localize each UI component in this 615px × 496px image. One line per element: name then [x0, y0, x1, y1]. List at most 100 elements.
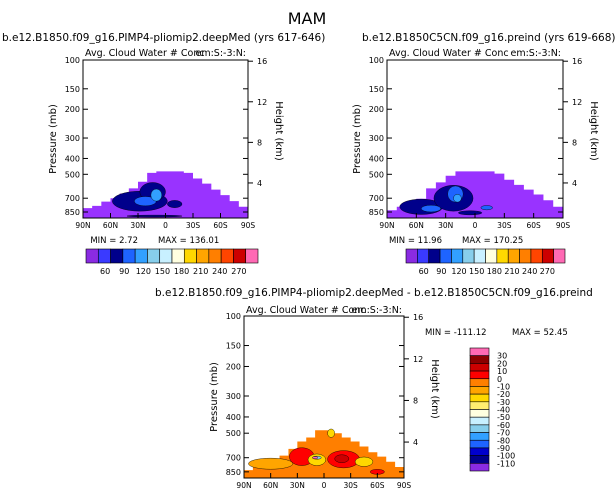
- colorbar-label: 270: [540, 267, 555, 276]
- field-contour-10: [327, 428, 335, 438]
- plot-area: [387, 171, 563, 218]
- colorbar: 60 90 120 150 180 210 240 270: [85, 248, 259, 276]
- colorbar-swatch: [183, 248, 197, 264]
- y-tick-label: 700: [226, 454, 241, 463]
- colorbar-label: -50: [497, 413, 510, 422]
- colorbar-swatch: [245, 248, 259, 264]
- colorbar-label: 90: [436, 267, 446, 276]
- colorbar: 60 90 120 150 180 210 240 270: [405, 248, 566, 276]
- y-tick-label: 150: [369, 85, 384, 94]
- colorbar-label: 240: [522, 267, 537, 276]
- colorbar-swatch: [428, 248, 441, 264]
- chart-subtitle-left: Avg. Cloud Water # Conc: [246, 305, 366, 316]
- chart-title: b.e12.B1850.f09_g16.PIMP4-pliomip2.deepM…: [155, 287, 593, 299]
- colorbar-swatch: [451, 248, 464, 264]
- plot-area: [244, 428, 404, 478]
- colorbar-label: 240: [212, 267, 227, 276]
- colorbar-label: 210: [193, 267, 208, 276]
- colorbar-swatch: [469, 386, 490, 395]
- colorbar-swatch: [134, 248, 148, 264]
- stat-max: MAX = 52.45: [512, 328, 568, 338]
- colorbar-swatch: [469, 439, 490, 449]
- field-contour-3: [421, 204, 441, 213]
- colorbar-label: 120: [136, 267, 151, 276]
- colorbar-swatch: [469, 409, 490, 418]
- y-tick-label: 300: [226, 392, 241, 401]
- y-axis-right-label: Height (km): [588, 101, 599, 161]
- plot-area: [83, 171, 248, 218]
- colorbar-swatch: [85, 248, 99, 264]
- colorbar-label: -90: [497, 444, 510, 453]
- height-tick-label: 4: [413, 438, 418, 447]
- y-tick-label: 850: [369, 208, 384, 217]
- field-contour-3: [167, 200, 183, 208]
- x-tick-label: 90N: [379, 221, 394, 230]
- stat-min: MIN = 11.96: [389, 236, 442, 246]
- colorbar-label: 60: [100, 267, 110, 276]
- y-tick-label: 850: [226, 468, 241, 477]
- x-tick-label: 30N: [290, 481, 305, 490]
- stat-max: MAX = 136.01: [158, 236, 219, 246]
- colorbar-swatch: [110, 248, 124, 264]
- colorbar-swatch: [541, 248, 554, 264]
- chart-subtitle-right: em:S:-3:N:: [351, 305, 402, 316]
- colorbar-swatch: [439, 248, 452, 264]
- y-tick-label: 300: [369, 134, 384, 143]
- colorbar-swatch: [208, 248, 222, 264]
- y-axis-right-label: Height (km): [273, 101, 284, 161]
- chart-subtitle-left: Avg. Cloud Water # Conc: [389, 48, 509, 59]
- stat-min: MIN = -111.12: [425, 328, 487, 338]
- colorbar-swatch: [485, 248, 498, 264]
- colorbar-label: 0: [497, 375, 502, 384]
- height-tick-label: 12: [413, 355, 423, 364]
- colorbar-swatch: [496, 248, 509, 264]
- x-tick-label: 30S: [344, 481, 359, 490]
- field-contour-6: [126, 214, 183, 218]
- y-axis-label: Pressure (mb): [352, 104, 363, 174]
- y-tick-label: 100: [369, 56, 384, 65]
- y-tick-label: 700: [369, 194, 384, 203]
- colorbar-swatch: [473, 248, 486, 264]
- y-axis-label: Pressure (mb): [48, 104, 59, 174]
- colorbar-swatch: [469, 363, 490, 372]
- colorbar-label: -40: [497, 406, 510, 415]
- colorbar-label: -10: [497, 382, 510, 391]
- height-tick-label: 16: [572, 57, 582, 66]
- colorbar-label: 120: [451, 267, 466, 276]
- y-tick-label: 400: [369, 154, 384, 163]
- x-tick-label: 60N: [263, 481, 278, 490]
- chart-2: b.e12.B1850C5CN.f09_g16.preind (yrs 619-…: [352, 32, 615, 276]
- colorbar-swatch: [469, 401, 490, 410]
- colorbar-swatch: [97, 248, 111, 264]
- colorbar-label: 150: [155, 267, 170, 276]
- chart-1: b.e12.B1850.f09_g16.PIMP4-pliomip2.deepM…: [2, 32, 325, 276]
- y-tick-label: 300: [65, 134, 80, 143]
- figure-title: MAM: [288, 9, 327, 28]
- chart-title: b.e12.B1850.f09_g16.PIMP4-pliomip2.deepM…: [2, 32, 325, 44]
- colorbar-swatch: [469, 455, 490, 464]
- colorbar-swatch: [469, 347, 490, 356]
- colorbar-label: 150: [469, 267, 484, 276]
- colorbar-swatch: [462, 248, 475, 264]
- y-tick-label: 100: [65, 56, 80, 65]
- colorbar-label: 180: [487, 267, 502, 276]
- colorbar-swatch: [417, 248, 430, 264]
- y-tick-label: 400: [65, 154, 80, 163]
- x-tick-label: 30N: [438, 221, 453, 230]
- colorbar-label: -100: [497, 452, 515, 461]
- y-tick-label: 500: [226, 429, 241, 438]
- colorbar-label: 270: [231, 267, 246, 276]
- x-tick-label: 60N: [409, 221, 424, 230]
- chart-subtitle-right: em:S:-3:N:: [510, 48, 561, 59]
- colorbar-swatch: [530, 248, 543, 264]
- colorbar-label: -20: [497, 390, 510, 399]
- colorbar-label: -60: [497, 421, 510, 430]
- field-contour-7: [312, 456, 318, 459]
- x-tick-label: 30N: [130, 221, 145, 230]
- y-tick-label: 150: [65, 85, 80, 94]
- y-tick-label: 500: [65, 170, 80, 179]
- colorbar-label: 30: [497, 352, 507, 361]
- stat-min: MIN = 2.72: [90, 236, 138, 246]
- colorbar-swatch: [469, 416, 490, 426]
